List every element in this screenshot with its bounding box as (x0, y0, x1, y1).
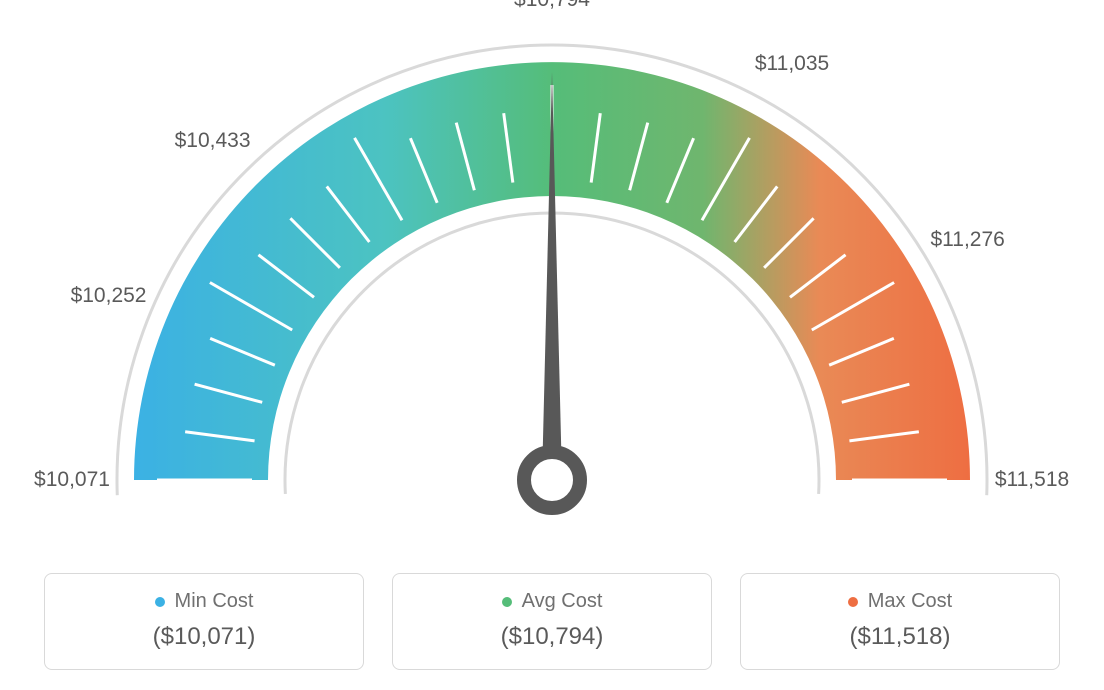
card-value: ($10,794) (393, 623, 711, 651)
card-label: Min Cost (175, 590, 254, 613)
bullet-icon (848, 597, 858, 607)
card-value: ($11,518) (741, 623, 1059, 651)
card-label: Max Cost (868, 590, 952, 613)
gauge-tick-label: $11,276 (930, 228, 1004, 252)
gauge-svg (0, 0, 1104, 540)
card-label: Avg Cost (522, 590, 603, 613)
bullet-icon (155, 597, 165, 607)
gauge-tick-label: $11,035 (755, 52, 829, 76)
max-cost-card: Max Cost ($11,518) (740, 573, 1060, 670)
card-value: ($10,071) (45, 623, 363, 651)
card-title: Min Cost (45, 590, 363, 613)
gauge-tick-label: $10,794 (514, 0, 590, 12)
avg-cost-card: Avg Cost ($10,794) (392, 573, 712, 670)
card-title: Max Cost (741, 590, 1059, 613)
gauge-tick-label: $11,518 (995, 468, 1069, 492)
min-cost-card: Min Cost ($10,071) (44, 573, 364, 670)
gauge-tick-label: $10,433 (175, 129, 251, 153)
summary-cards: Min Cost ($10,071) Avg Cost ($10,794) Ma… (0, 573, 1104, 670)
card-title: Avg Cost (393, 590, 711, 613)
bullet-icon (502, 597, 512, 607)
gauge-chart: $10,071 $10,252 $10,433 $10,794 $11,035 $11,2… (0, 0, 1104, 540)
gauge-tick-label: $10,252 (71, 284, 147, 308)
gauge-tick-label: $10,071 (34, 468, 110, 492)
